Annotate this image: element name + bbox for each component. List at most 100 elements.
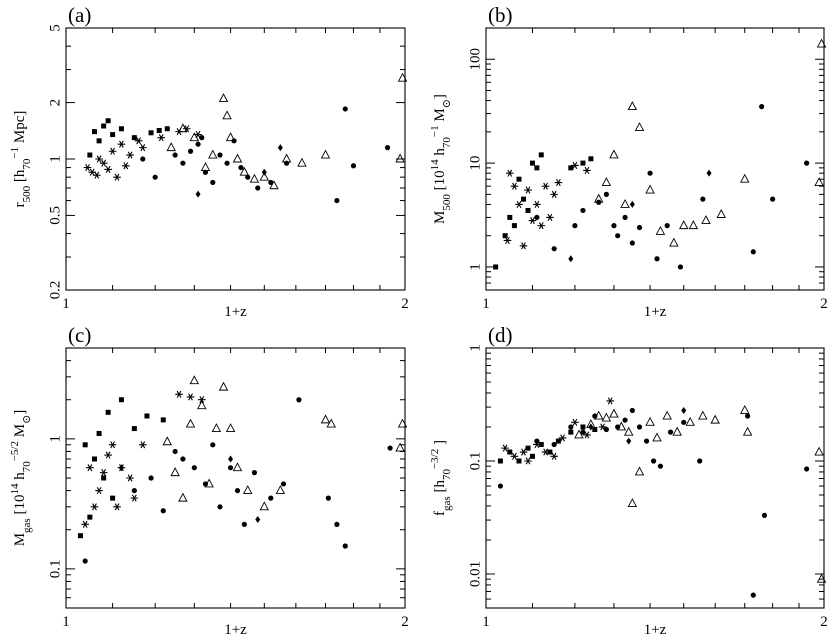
data-point-circle (199, 135, 205, 141)
data-point-triangle (259, 501, 270, 511)
data-point-triangle (170, 467, 180, 477)
y-label-part: [10 (432, 170, 448, 194)
data-point-diamond (706, 169, 712, 177)
y-label-part: gas (21, 518, 33, 533)
data-point-circle (636, 224, 643, 231)
data-point-square (156, 127, 162, 133)
data-point-star (541, 182, 550, 190)
data-point-star (583, 431, 591, 439)
data-point-square (516, 176, 522, 182)
data-point-diamond (228, 455, 234, 463)
data-point-triangle (200, 162, 211, 172)
data-point-square (131, 135, 137, 141)
data-point-triangle (627, 101, 638, 111)
data-point-circle (280, 481, 287, 487)
data-point-circle (647, 170, 653, 176)
data-point-circle (148, 475, 154, 481)
data-point-triangle (593, 193, 604, 203)
data-point-square (568, 429, 574, 435)
data-point-triangle (189, 132, 200, 142)
data-point-circle (245, 174, 251, 180)
data-point-circle (210, 442, 216, 448)
y-label-part: 70 (21, 461, 33, 473)
y-label-part: [10 (12, 495, 28, 519)
data-point-star (138, 144, 147, 152)
data-point-circle (152, 174, 158, 180)
data-point-triangle (698, 410, 708, 420)
data-point-circle (636, 424, 643, 430)
data-point-circle (677, 264, 684, 270)
data-point-circle (534, 438, 540, 444)
data-point-circle (217, 152, 223, 158)
data-point-triangle (249, 173, 260, 183)
data-point-circle (255, 185, 261, 191)
data-point-square (507, 214, 513, 220)
data-point-star (510, 182, 519, 190)
y-tick-label: 2 (47, 99, 63, 107)
data-point-star (134, 137, 143, 145)
data-point-triangle (178, 492, 188, 502)
data-point-triangle (645, 184, 655, 194)
y-tick-label: 1 (47, 435, 63, 443)
data-point-triangle (326, 418, 336, 428)
data-point-square (148, 130, 154, 136)
y-label-part: M (432, 108, 448, 125)
data-point-triangle (395, 153, 405, 163)
data-point-square (160, 417, 166, 423)
data-point-diamond (118, 464, 124, 472)
data-point-circle (350, 163, 357, 169)
y-label-part: −5/2 (9, 441, 21, 461)
data-point-star (99, 469, 108, 477)
data-point-circle (387, 445, 393, 451)
data-point-square (525, 207, 531, 213)
data-point-circle (187, 148, 194, 154)
data-point-triangle (672, 426, 682, 436)
data-point-circle (195, 141, 201, 147)
x-tick-label: 2 (820, 614, 828, 630)
data-point-square (118, 126, 124, 132)
x-tick-label: 1 (62, 296, 70, 312)
data-point-circle (580, 429, 586, 435)
data-point-circle (750, 592, 756, 598)
data-point-triangle (208, 149, 218, 159)
y-label-part: h (432, 148, 448, 160)
data-point-square (580, 160, 586, 166)
plot-frame (485, 347, 825, 609)
y-label-part: 14 (429, 159, 441, 171)
data-point-star (583, 166, 591, 175)
data-point-circle (700, 196, 706, 202)
data-point-square (96, 138, 102, 144)
data-point-triangle (645, 416, 655, 426)
data-point-star (182, 125, 191, 133)
y-tick-label: 0.1 (47, 559, 63, 578)
data-point-circle (761, 512, 768, 518)
data-point-star (550, 190, 558, 198)
data-point-triangle (685, 416, 695, 426)
y-label-part: 500 (441, 194, 453, 211)
data-point-square (110, 495, 116, 501)
data-point-triangle (601, 177, 612, 186)
data-point-triangle (395, 442, 405, 452)
data-point-star (113, 173, 121, 181)
data-point-triangle (162, 436, 172, 446)
y-tick-label: 0.2 (47, 281, 63, 300)
data-point-triangle (586, 419, 596, 429)
data-point-circle (241, 521, 247, 527)
data-point-square (529, 453, 535, 459)
data-point-triangle (655, 225, 666, 235)
data-point-star (528, 216, 537, 225)
data-point-square (101, 123, 107, 129)
data-point-square (534, 165, 540, 171)
data-point-star (81, 520, 89, 528)
data-point-circle (334, 197, 340, 204)
data-point-square (87, 514, 93, 520)
y-tick-label: 10 (467, 156, 483, 171)
y-axis-label: r500 [h70−1 Mpc] (9, 111, 33, 208)
data-point-circle (697, 458, 703, 464)
data-point-triangle (742, 426, 753, 436)
data-point-star (503, 236, 512, 245)
data-point-square (502, 233, 508, 239)
y-tick-label: 1 (467, 344, 483, 352)
data-point-triangle (678, 220, 689, 230)
